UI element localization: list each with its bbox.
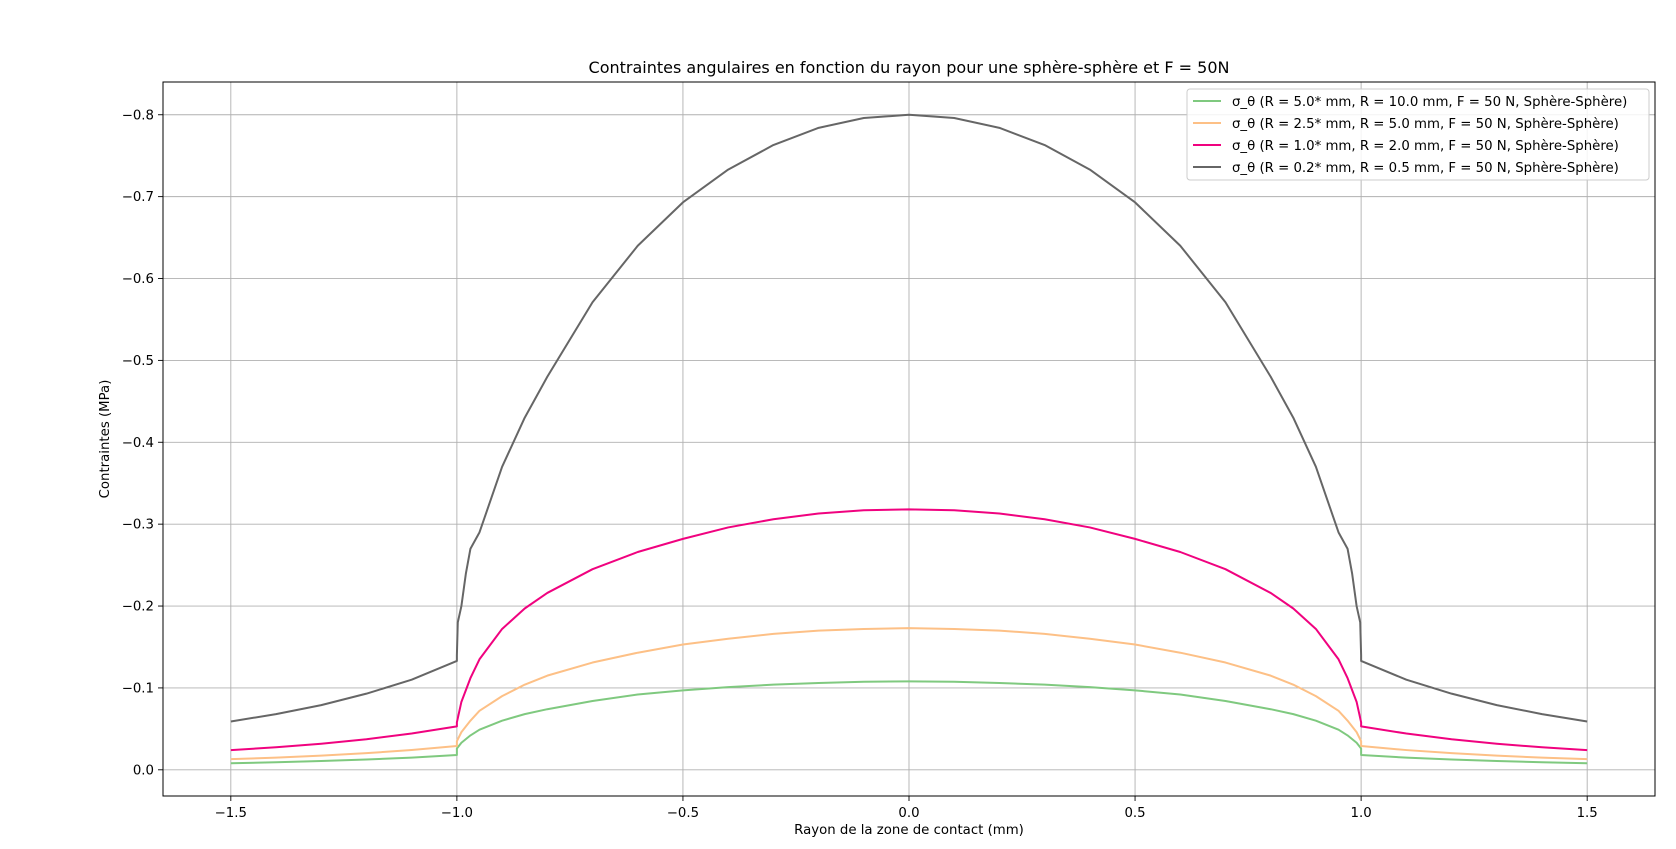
y-tick-label: −0.1	[122, 681, 154, 696]
x-tick-label: 0.0	[898, 806, 919, 821]
x-axis-title: Rayon de la zone de contact (mm)	[794, 823, 1024, 838]
legend-label-3: σ_θ (R = 1.0* mm, R = 2.0 mm, F = 50 N, …	[1232, 138, 1619, 154]
series-line-3	[230, 508, 1588, 752]
series-layer	[230, 113, 1588, 765]
y-axis-title: Contraintes (MPa)	[98, 380, 113, 499]
y-tick-label: 0.0	[133, 763, 154, 778]
y-tick-label: −0.3	[122, 518, 154, 533]
series-line-4	[230, 113, 1588, 723]
legend-label-2: σ_θ (R = 2.5* mm, R = 5.0 mm, F = 50 N, …	[1232, 116, 1619, 132]
y-tick-label: −0.2	[122, 600, 154, 615]
x-tick-label: −1.5	[215, 806, 247, 821]
x-tick-label: −0.5	[667, 806, 699, 821]
series-line-2	[230, 627, 1588, 761]
x-tick-label: 0.5	[1124, 806, 1145, 821]
x-tick-label: 1.5	[1577, 806, 1598, 821]
legend-label-4: σ_θ (R = 0.2* mm, R = 0.5 mm, F = 50 N, …	[1232, 160, 1619, 176]
y-tick-label: −0.4	[122, 436, 154, 451]
x-tick-label: 1.0	[1351, 806, 1372, 821]
y-tick-label: −0.5	[122, 354, 154, 369]
ticks: −1.5 −1.0 −0.5 0.0 0.5 1.0 1.5 −0.8 −0.7 −0.6 −0.5…	[122, 108, 1598, 821]
legend-label-1: σ_θ (R = 5.0* mm, R = 10.0 mm, F = 50 N,…	[1232, 94, 1627, 110]
series-line-1	[230, 680, 1588, 765]
y-tick-label: −0.7	[122, 190, 154, 205]
x-tick-label: −1.0	[441, 806, 473, 821]
legend-box	[1186, 88, 1650, 181]
legend: σ_θ (R = 5.0* mm, R = 10.0 mm, F = 50 N,…	[1186, 88, 1650, 181]
y-tick-label: −0.6	[122, 272, 154, 287]
grid	[163, 82, 1655, 796]
chart-title: Contraintes angulaires en fonction du ra…	[589, 58, 1230, 77]
y-tick-label: −0.8	[122, 108, 154, 123]
